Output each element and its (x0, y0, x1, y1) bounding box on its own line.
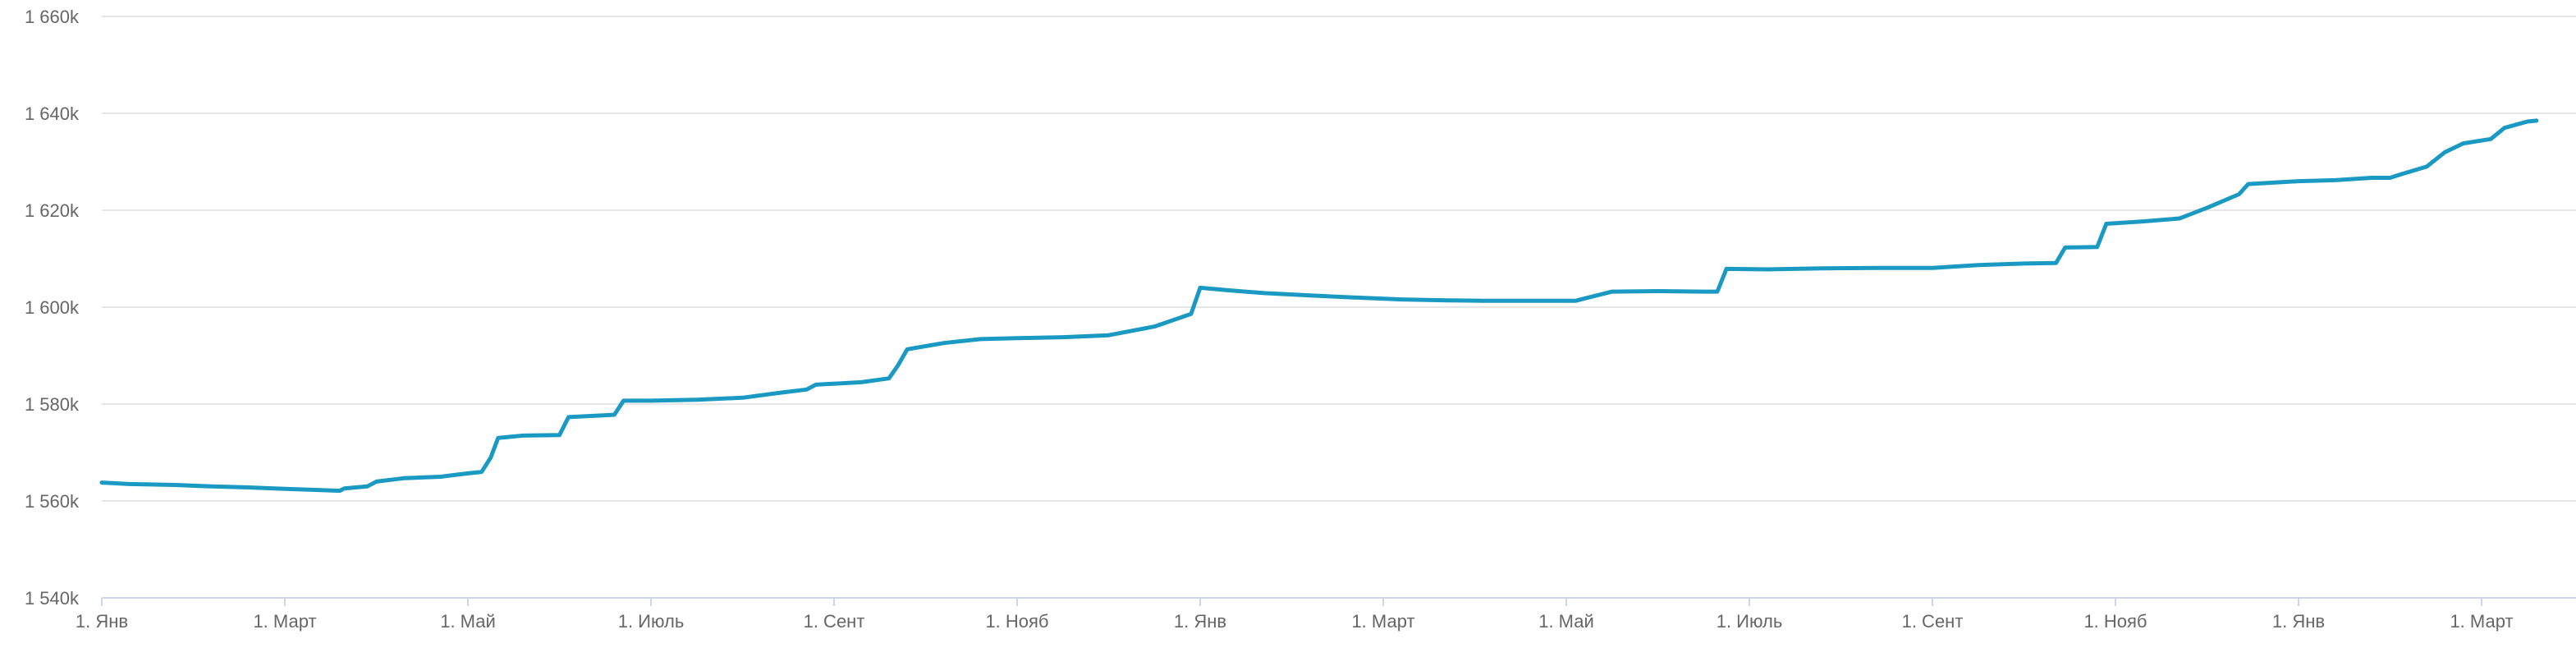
y-tick-label: 1 660k (25, 7, 80, 27)
x-tick-label: 1. Март (253, 611, 316, 632)
x-tick-label: 1. Март (2450, 611, 2513, 632)
gridlines (102, 16, 2576, 599)
y-axis-labels: 1 660k 1 640k 1 620k 1 600k 1 580k 1 560k 1 54… (25, 7, 80, 609)
y-tick-label: 1 640k (25, 103, 80, 124)
series-line (99, 118, 2539, 494)
y-tick-label: 1 540k (25, 588, 80, 609)
x-tick-label: 1. Сент (804, 611, 865, 632)
x-tick-label: 1. Июль (618, 611, 685, 632)
x-tick-label: 1. Янв (76, 611, 128, 632)
x-tick-label: 1. Март (1351, 611, 1414, 632)
x-tick-label: 1. Сент (1902, 611, 1964, 632)
y-tick-label: 1 560k (25, 491, 80, 512)
series-layer (99, 118, 2539, 494)
x-tick-label: 1. Май (1538, 611, 1594, 632)
x-tick-label: 1. Нояб (985, 611, 1048, 632)
x-tick-label: 1. Янв (2272, 611, 2325, 632)
y-tick-label: 1 580k (25, 394, 80, 415)
x-axis: 1. Янв 1. Март 1. Май 1. Июль 1. Сент 1. Нояб… (76, 598, 2514, 632)
y-tick-label: 1 620k (25, 200, 80, 221)
x-tick-label: 1. Янв (1174, 611, 1226, 632)
x-tick-label: 1. Май (440, 611, 496, 632)
y-tick-label: 1 600k (25, 297, 80, 318)
x-tick-label: 1. Нояб (2083, 611, 2147, 632)
x-tick-label: 1. Июль (1717, 611, 1783, 632)
